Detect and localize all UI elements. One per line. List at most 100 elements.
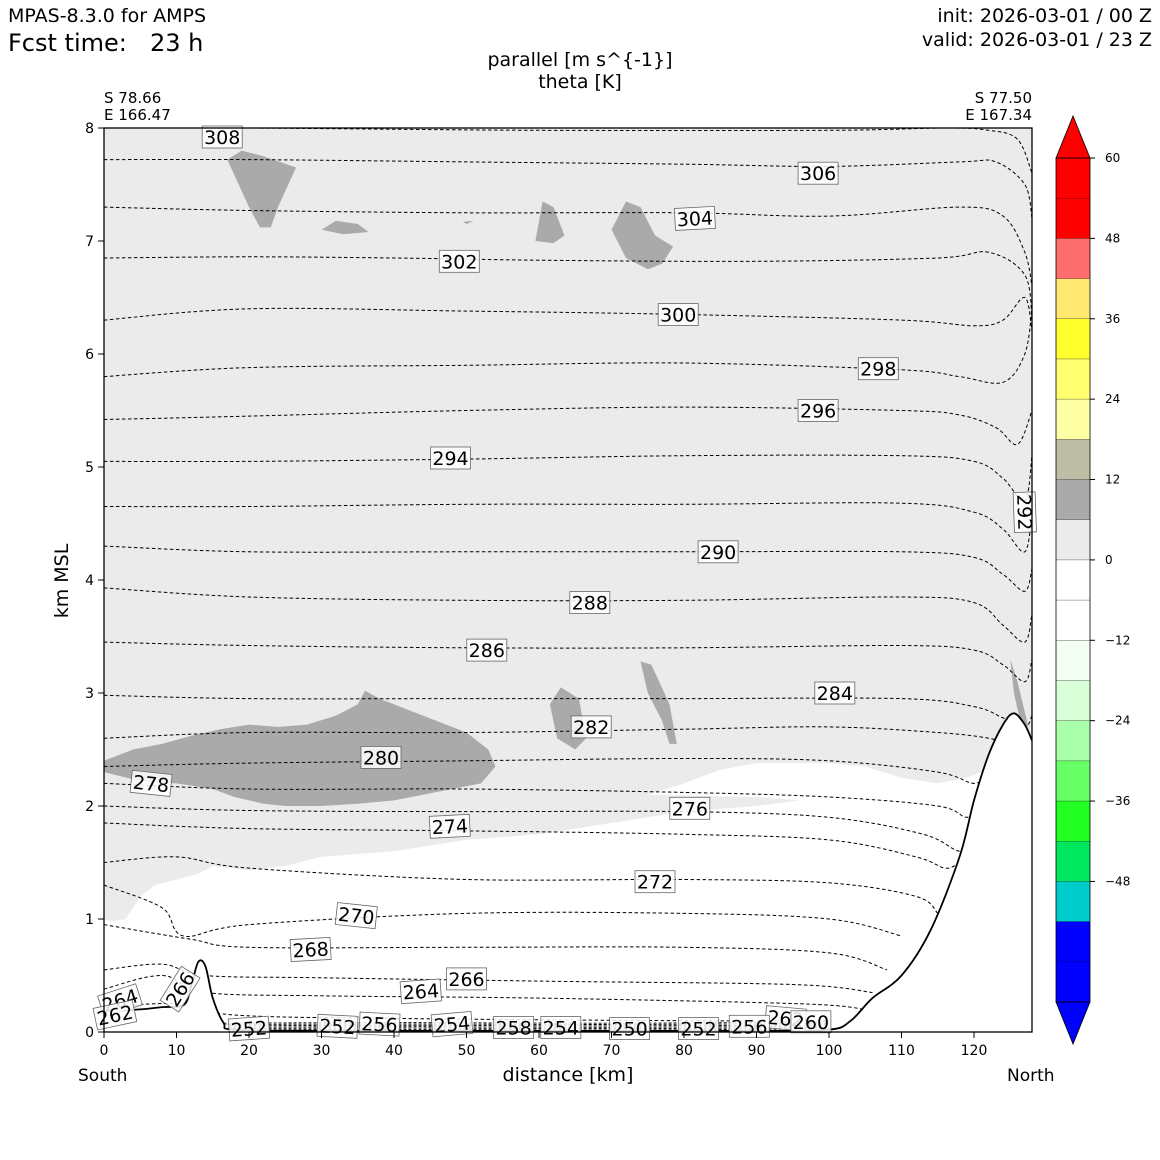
colorbar-segment-11: [1056, 600, 1090, 641]
contour-label-294-7: 294: [430, 446, 471, 470]
theta-contour-294: [104, 454, 1032, 502]
contour-label-text: 272: [637, 872, 673, 894]
x-tick-label-40: 40: [385, 1043, 403, 1059]
colorbar-over-arrow: [1055, 114, 1091, 159]
x-tick-label-20: 20: [240, 1043, 258, 1059]
wind-shade-12-18-5: [611, 201, 674, 270]
y-tick-label-3: 3: [85, 686, 94, 702]
contour-label-302-3: 302: [438, 249, 480, 273]
right-end-lat: S 77.50: [974, 89, 1032, 107]
contour-label-text: 282: [573, 717, 609, 739]
y-tick-label-4: 4: [85, 573, 94, 589]
wind-shade-12-18-9: [1010, 659, 1029, 727]
colorbar-under-arrow: [1055, 1001, 1091, 1046]
wind-shading-layer: [104, 128, 1032, 922]
contour-label-256-30: 256: [358, 1011, 401, 1037]
colorbar-segment-16: [1056, 801, 1090, 842]
colorbar-segment-8: [1056, 479, 1090, 521]
contour-label-text: 300: [660, 305, 696, 327]
x-tick-label-100: 100: [816, 1043, 843, 1059]
colorbar: 60 48 36 24 12 0 −12 −24 −36 −48: [1055, 114, 1130, 1046]
colorbar-segment-15: [1056, 760, 1090, 802]
fcst-time-value: 23 h: [150, 29, 204, 57]
theta-contour-296: [104, 406, 1032, 446]
terrain-fill: [104, 713, 1032, 1032]
colorbar-tick-label-3: 24: [1105, 392, 1120, 406]
contour-label-text: 252: [680, 1019, 716, 1041]
contour-label-text: 306: [800, 163, 836, 185]
contour-label-260-27: 260: [790, 1010, 832, 1034]
left-end-lon: E 166.47: [104, 106, 171, 124]
theta-contour-264: [104, 974, 866, 1010]
init-time: init: 2026-03-01 / 00 Z: [937, 5, 1152, 27]
x-axis-label: distance [km]: [502, 1064, 634, 1086]
colorbar-segment-2: [1056, 238, 1090, 279]
colorbar-tick-label-4: 12: [1105, 473, 1120, 487]
theta-contour-300: [104, 296, 1032, 332]
contour-label-text: 296: [800, 401, 836, 423]
contour-label-text: 254: [433, 1013, 471, 1038]
contour-label-text: 252: [319, 1015, 356, 1039]
contour-label-276-16: 276: [669, 796, 711, 820]
theta-contour-280: [104, 757, 989, 784]
contour-label-280-14: 280: [360, 746, 402, 769]
contour-label-text: 278: [132, 772, 170, 798]
contour-label-text: 302: [441, 251, 477, 273]
theta-contour-290: [104, 545, 1032, 592]
y-tick-label-6: 6: [85, 347, 94, 363]
theta-contour-272: [104, 856, 939, 914]
contour-label-text: 266: [448, 969, 484, 991]
colorbar-tick-label-0: 60: [1105, 151, 1120, 165]
theta-contour-276: [104, 805, 975, 852]
contour-label-text: 264: [402, 980, 440, 1004]
colorbar-segment-4: [1056, 318, 1090, 360]
colorbar-segment-0: [1056, 158, 1090, 199]
wind-shade-12-18-1: [104, 690, 496, 806]
contour-label-304-2: 304: [673, 205, 716, 231]
theta-contour-270: [104, 884, 902, 937]
contour-label-286-11: 286: [466, 638, 508, 662]
colorbar-tick-label-1: 48: [1105, 231, 1120, 245]
valid-time: valid: 2026-03-01 / 23 Z: [921, 29, 1152, 51]
contour-label-text: 284: [817, 683, 853, 705]
colorbar-segment-3: [1056, 278, 1090, 320]
right-end-lon: E 167.34: [965, 106, 1032, 124]
colorbar-segment-1: [1056, 198, 1090, 239]
contour-label-250-34: 250: [609, 1017, 650, 1041]
chart-title-line2: theta [K]: [538, 71, 622, 93]
contour-label-text: 290: [700, 542, 736, 564]
contour-label-254-33: 254: [540, 1016, 582, 1040]
theta-contour-278: [104, 782, 982, 818]
chart-title-line1: parallel [m s^{-1}]: [487, 49, 673, 71]
contour-label-290-9: 290: [697, 540, 739, 564]
x-tick-label-120: 120: [961, 1043, 988, 1059]
colorbar-segment-18: [1056, 881, 1090, 923]
contour-label-284-12: 284: [814, 681, 856, 705]
contour-label-252-35: 252: [678, 1017, 719, 1041]
contour-label-296-6: 296: [797, 399, 839, 423]
contour-label-300-4: 300: [657, 303, 699, 327]
x-tick-label-0: 0: [100, 1043, 109, 1059]
colorbar-segment-13: [1056, 680, 1090, 722]
contour-label-272-18: 272: [634, 870, 676, 894]
colorbar-segment-17: [1056, 841, 1090, 882]
x-tick-label-110: 110: [888, 1043, 915, 1059]
contour-label-text: 292: [1012, 494, 1035, 531]
y-tick-label-0: 0: [85, 1025, 94, 1041]
colorbar-tick-label-6: −12: [1105, 633, 1130, 647]
colorbar-segment-12: [1056, 640, 1090, 681]
contour-label-text: 294: [432, 448, 468, 470]
x-tick-label-50: 50: [458, 1043, 476, 1059]
colorbar-segment-10: [1056, 559, 1090, 601]
contour-label-288-10: 288: [569, 591, 611, 615]
contour-label-258-32: 258: [493, 1016, 534, 1040]
contour-label-274-17: 274: [428, 813, 471, 839]
theta-contour-306: [104, 158, 1032, 219]
x-tick-label-30: 30: [313, 1043, 331, 1059]
contour-label-266-21: 266: [446, 967, 487, 991]
colorbar-segment-19: [1056, 921, 1090, 963]
contour-label-text: 256: [361, 1013, 398, 1037]
wind-shade-12-18-6: [462, 220, 474, 224]
wind-shade-6-12-0: [104, 128, 1032, 922]
contour-label-text: 260: [793, 1012, 829, 1034]
